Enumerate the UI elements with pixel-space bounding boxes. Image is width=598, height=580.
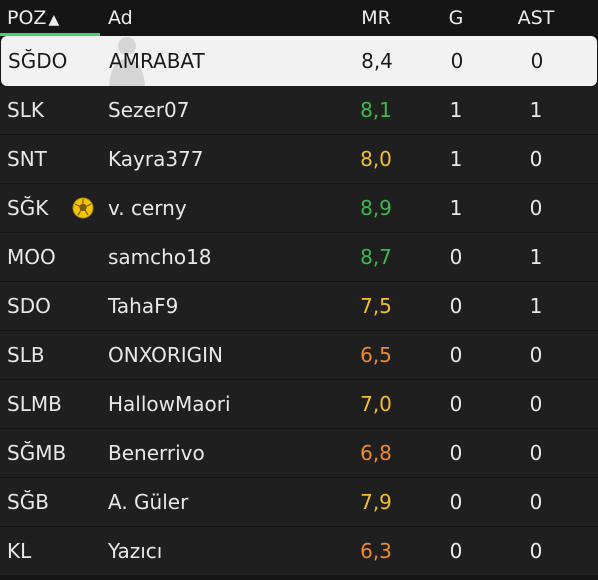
sort-ascending-icon: ▲ bbox=[48, 12, 60, 28]
table-row[interactable]: SĞMB Benerrivo 6,8 0 0 bbox=[0, 429, 598, 477]
player-goals: 0 bbox=[449, 490, 463, 514]
player-assists: 0 bbox=[529, 343, 543, 367]
sort-indicator-underline bbox=[0, 33, 100, 36]
player-silhouette-icon bbox=[105, 36, 149, 86]
table-row[interactable]: KL Yazıcı 6,3 0 0 bbox=[0, 527, 598, 575]
player-goals: 0 bbox=[449, 245, 463, 269]
player-match-rating: 8,0 bbox=[360, 147, 392, 171]
player-name: Kayra377 bbox=[108, 147, 204, 171]
column-header-match-rating[interactable]: MR bbox=[361, 7, 391, 29]
table-row[interactable]: SLB ONXORIGIN 6,5 0 0 bbox=[0, 331, 598, 379]
player-goals: 0 bbox=[450, 49, 464, 73]
player-assists: 0 bbox=[529, 490, 543, 514]
table-row[interactable]: SNT Kayra377 8,0 1 0 bbox=[0, 135, 598, 183]
table-row[interactable]: SLK Sezer07 8,1 1 1 bbox=[0, 86, 598, 134]
player-position: MOO bbox=[7, 245, 56, 269]
player-position: SĞB bbox=[7, 490, 49, 514]
table-row[interactable]: MOO samcho18 8,7 0 1 bbox=[0, 233, 598, 281]
player-position: SĞMB bbox=[7, 441, 67, 465]
player-assists: 0 bbox=[529, 539, 543, 563]
player-position: SLB bbox=[7, 343, 45, 367]
player-assists: 0 bbox=[530, 49, 544, 73]
table-body: SĞDO AMRABAT 8,4 0 0 SLK Sezer07 8,1 1 1 SNT Kayra3… bbox=[0, 36, 598, 575]
player-goals: 0 bbox=[449, 539, 463, 563]
table-row[interactable]: SDO TahaF9 7,5 0 1 bbox=[0, 282, 598, 330]
player-assists: 1 bbox=[529, 294, 543, 318]
player-position: SLK bbox=[7, 98, 44, 122]
player-goals: 0 bbox=[449, 392, 463, 416]
player-name: TahaF9 bbox=[108, 294, 179, 318]
player-name: v. cerny bbox=[108, 196, 187, 220]
player-name: A. Güler bbox=[108, 490, 189, 514]
player-match-rating: 7,5 bbox=[360, 294, 392, 318]
player-name: samcho18 bbox=[108, 245, 212, 269]
player-match-rating: 6,8 bbox=[360, 441, 392, 465]
column-header-position[interactable]: POZ ▲ bbox=[7, 7, 59, 29]
player-match-rating: 8,7 bbox=[360, 245, 392, 269]
player-assists: 1 bbox=[529, 245, 543, 269]
player-assists: 1 bbox=[529, 98, 543, 122]
player-goals: 0 bbox=[449, 294, 463, 318]
player-name: AMRABAT bbox=[109, 49, 205, 73]
player-assists: 0 bbox=[529, 196, 543, 220]
player-match-rating: 8,9 bbox=[360, 196, 392, 220]
player-match-rating: 6,5 bbox=[360, 343, 392, 367]
player-match-rating: 8,1 bbox=[360, 98, 392, 122]
player-name: Benerrivo bbox=[108, 441, 205, 465]
player-name: ONXORIGIN bbox=[108, 343, 224, 367]
player-match-rating: 6,3 bbox=[360, 539, 392, 563]
player-name: Yazıcı bbox=[108, 539, 163, 563]
ball-icon bbox=[72, 197, 94, 219]
player-assists: 0 bbox=[529, 147, 543, 171]
player-position: SLMB bbox=[7, 392, 62, 416]
player-match-rating: 8,4 bbox=[361, 49, 393, 73]
player-goals: 1 bbox=[449, 147, 463, 171]
column-header-assists[interactable]: AST bbox=[517, 7, 555, 29]
player-assists: 0 bbox=[529, 441, 543, 465]
table-header: POZ ▲ Ad MR G AST bbox=[0, 0, 598, 36]
player-position: SĞDO bbox=[8, 49, 68, 73]
player-goals: 0 bbox=[449, 441, 463, 465]
player-position: SDO bbox=[7, 294, 51, 318]
player-position: KL bbox=[7, 539, 32, 563]
player-goals: 1 bbox=[449, 196, 463, 220]
column-header-goals[interactable]: G bbox=[448, 7, 464, 29]
player-match-rating: 7,9 bbox=[360, 490, 392, 514]
player-match-rating: 7,0 bbox=[360, 392, 392, 416]
player-goals: 1 bbox=[449, 98, 463, 122]
player-position: SĞK bbox=[7, 196, 49, 220]
column-header-position-label: POZ bbox=[7, 7, 47, 29]
player-name: HallowMaori bbox=[108, 392, 231, 416]
player-name: Sezer07 bbox=[108, 98, 190, 122]
table-row[interactable]: SĞB A. Güler 7,9 0 0 bbox=[0, 478, 598, 526]
player-assists: 0 bbox=[529, 392, 543, 416]
table-row-selected[interactable]: SĞDO AMRABAT 8,4 0 0 bbox=[1, 36, 597, 86]
player-goals: 0 bbox=[449, 343, 463, 367]
player-position: SNT bbox=[7, 147, 47, 171]
table-row[interactable]: SĞK v. cerny 8,9 1 0 bbox=[0, 184, 598, 232]
table-row[interactable]: SLMB HallowMaori 7,0 0 0 bbox=[0, 380, 598, 428]
column-header-name[interactable]: Ad bbox=[108, 7, 133, 29]
